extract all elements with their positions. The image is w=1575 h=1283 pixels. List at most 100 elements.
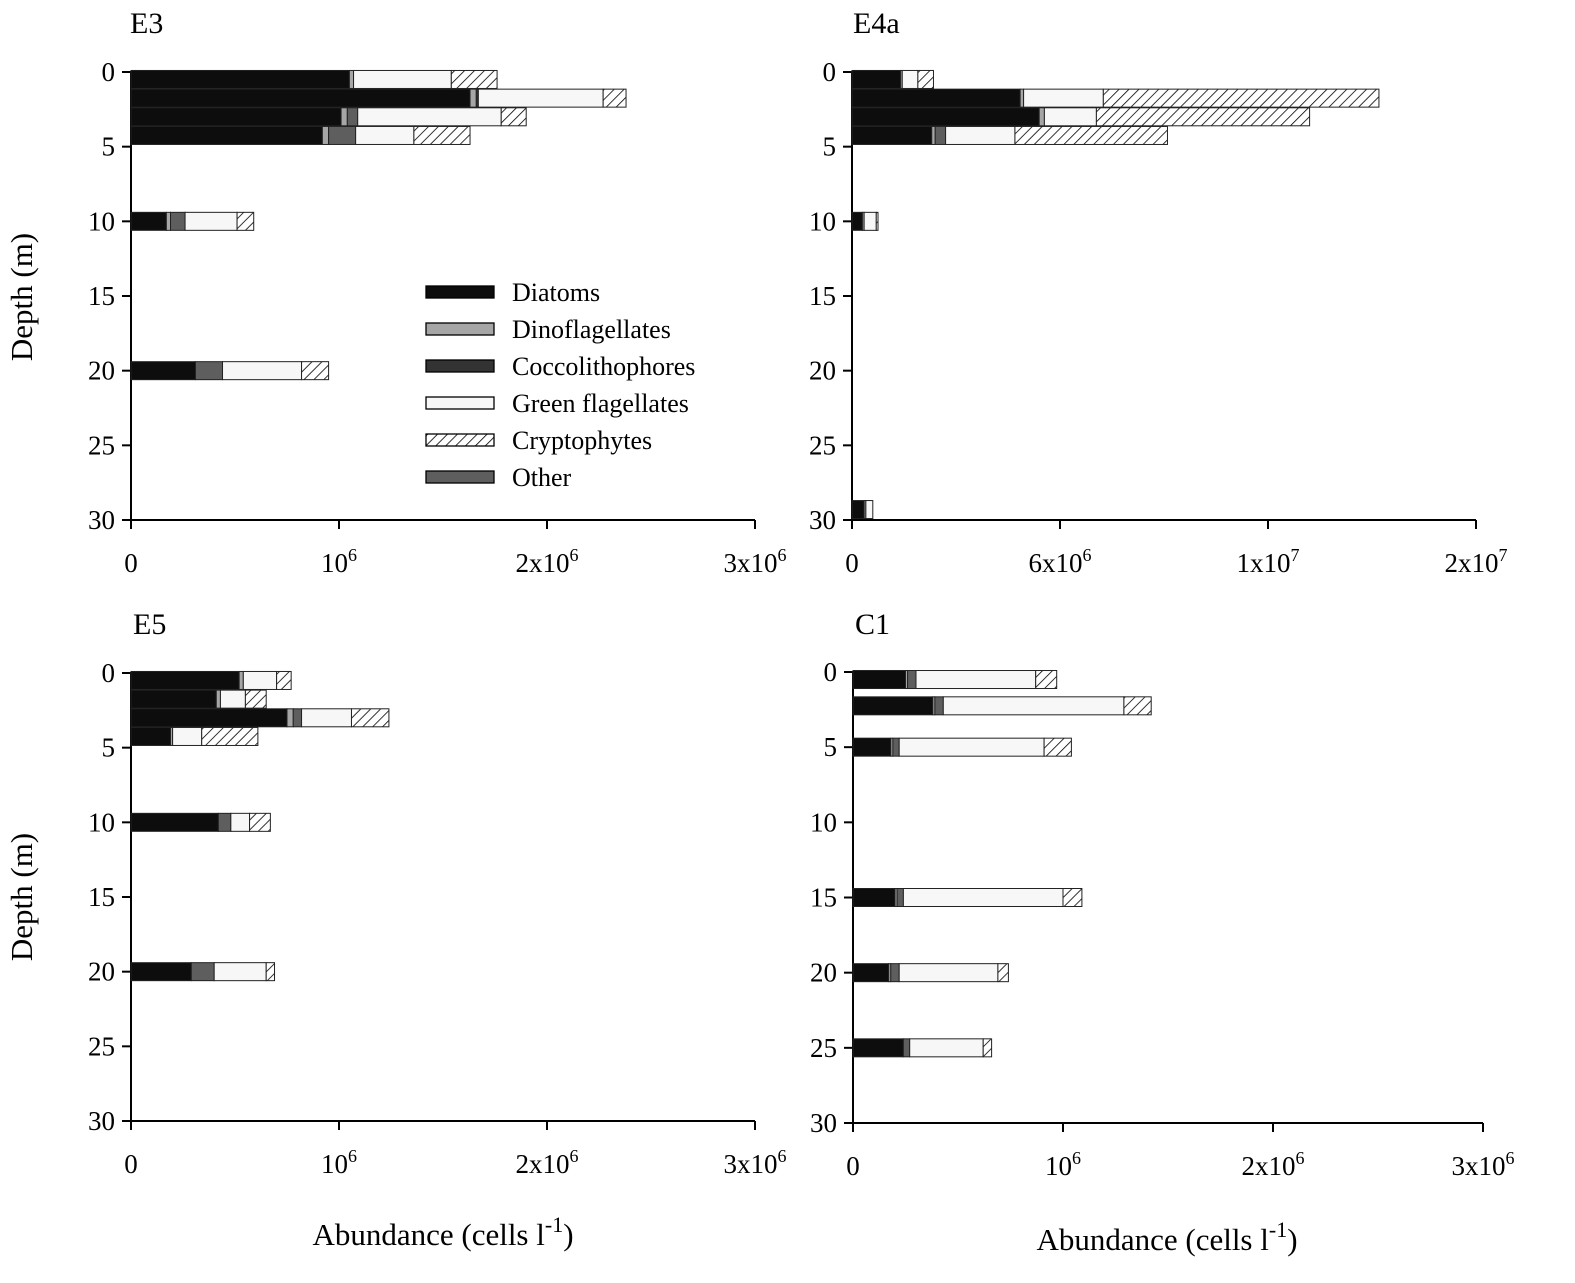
bar-segment-cryptophytes: [413, 125, 471, 145]
bar-segment-diatoms: [130, 361, 196, 381]
x-tick-label: 3x106: [724, 1146, 787, 1179]
x-tick-label: 6x106: [1029, 545, 1092, 578]
legend-swatch-coccolithophores: [425, 359, 495, 373]
y-tick-label: 5: [102, 132, 116, 162]
y-tick-label: 5: [102, 733, 116, 763]
panel-title: E4a: [853, 7, 900, 40]
bar-segment-green-flagellates: [865, 500, 874, 520]
bar-segment-green-flagellates: [1023, 88, 1104, 108]
bar-segment-green-flagellates: [945, 125, 1016, 145]
bar-segment-dinoflagellates: [931, 125, 936, 145]
y-tick-label: 0: [102, 658, 116, 688]
y-axis-label-bottom: Depth (m): [4, 833, 39, 961]
bar-segment-cryptophytes: [1123, 696, 1152, 716]
bar-segment-diatoms: [130, 726, 172, 746]
y-tick-label: 0: [823, 57, 837, 87]
bar-segment-other: [292, 708, 303, 728]
bar-segment-green-flagellates: [357, 107, 502, 127]
panel-c1: C1 0 5 10 15 20 25 30 0 106 2x106 3x106: [810, 608, 1515, 1181]
y-tick-label: 20: [88, 957, 115, 987]
x-tick-label: 2x106: [516, 545, 579, 578]
x-tick-label: 2x106: [516, 1146, 579, 1179]
bar-segment-other: [907, 670, 917, 690]
y-tick-label: 20: [810, 958, 837, 988]
bar-segment-cryptophytes: [1102, 88, 1380, 108]
bar-segment-diatoms: [130, 812, 219, 832]
x-tick-label: 106: [321, 1146, 357, 1179]
bar-segment-green-flagellates: [1043, 107, 1097, 127]
bar-segment-dinoflagellates: [469, 88, 477, 108]
bar-segment-diatoms: [851, 125, 933, 145]
legend-label-green-flagellates: Green flagellates: [512, 389, 689, 418]
y-tick-label: 10: [88, 807, 115, 837]
bar-segment-diatoms: [851, 107, 1040, 127]
legend: Diatoms Dinoflagellates Coccolithophores Gr…: [425, 278, 695, 492]
bar-segment-cryptophytes: [1014, 125, 1168, 145]
bar-segment-cryptophytes: [450, 69, 498, 89]
x-tick-label: 106: [321, 545, 357, 578]
bar-segment-dinoflagellates: [286, 708, 294, 728]
bar-segment-cryptophytes: [1062, 888, 1083, 907]
legend-swatch-other: [425, 470, 495, 484]
legend-label-dinoflagellates: Dinoflagellates: [512, 315, 671, 344]
x-tick-label: 3x106: [724, 545, 787, 578]
bar-segment-diatoms: [130, 670, 240, 690]
bar-segment-cryptophytes: [301, 361, 330, 381]
bar-segment-other: [892, 737, 900, 757]
bar-segment-cryptophytes: [350, 708, 390, 728]
bar-segment-green-flagellates: [898, 963, 999, 983]
x-tick-label: 1x107: [1237, 545, 1300, 578]
panel-e3: E3 0 5 10 15 20 25 30 0 106 2x106 3x106: [88, 7, 787, 578]
bar-segment-other: [217, 812, 232, 832]
bar-segment-other: [890, 963, 900, 983]
bar-segment-other: [902, 1038, 911, 1058]
bar-segment-dinoflagellates: [238, 670, 244, 690]
legend-swatch-diatoms: [425, 285, 495, 299]
x-tick-label: 0: [845, 548, 859, 578]
bar-segment-diatoms: [130, 107, 342, 127]
y-tick-label: 20: [88, 356, 115, 386]
legend-swatch-green-flagellates: [425, 396, 495, 410]
bar-segment-dinoflagellates: [165, 211, 172, 231]
bar-segment-green-flagellates: [172, 726, 203, 746]
legend-swatch-dinoflagellates: [425, 322, 495, 336]
bar-segment-green-flagellates: [219, 689, 246, 709]
bar-segment-cryptophytes: [875, 211, 879, 231]
bar-segment-diatoms: [852, 888, 896, 907]
bar-segment-dinoflagellates: [340, 107, 348, 127]
y-tick-label: 10: [810, 807, 837, 837]
bar-segment-green-flagellates: [898, 737, 1045, 757]
bar-segment-green-flagellates: [242, 670, 278, 690]
bar-segment-other: [328, 125, 357, 145]
y-tick-label: 15: [810, 883, 837, 913]
bar-segment-diatoms: [852, 737, 892, 757]
y-tick-label: 25: [809, 430, 836, 460]
y-tick-label: 25: [810, 1033, 837, 1063]
bar-segment-cryptophytes: [201, 726, 259, 746]
x-tick-label: 0: [124, 548, 138, 578]
bar-segment-green-flagellates: [184, 211, 238, 231]
bar-segment-cryptophytes: [500, 107, 527, 127]
bar-segment-other: [346, 107, 359, 127]
x-tick-label: 106: [1045, 1148, 1081, 1181]
bar-segment-diatoms: [852, 670, 906, 690]
bar-segment-green-flagellates: [902, 888, 1064, 907]
bar-segment-cryptophytes: [236, 211, 255, 231]
bar-segment-green-flagellates: [355, 125, 415, 145]
bar-segment-dinoflagellates: [215, 689, 221, 709]
bar-segment-cryptophytes: [982, 1038, 993, 1058]
bar-segment-diatoms: [130, 689, 217, 709]
bar-segment-green-flagellates: [353, 69, 452, 89]
y-tick-label: 25: [88, 430, 115, 460]
bar-segment-green-flagellates: [230, 812, 251, 832]
bar-segment-diatoms: [852, 1038, 904, 1058]
bar-segment-cryptophytes: [602, 88, 627, 108]
bar-segment-diatoms: [852, 696, 934, 716]
bar-segment-other: [934, 696, 944, 716]
x-tick-label: 0: [124, 1149, 138, 1179]
y-tick-label: 30: [809, 505, 836, 535]
y-axis-label-top: Depth (m): [4, 233, 39, 361]
bar-segment-dinoflagellates: [348, 69, 355, 89]
bar-segment-green-flagellates: [222, 361, 303, 381]
